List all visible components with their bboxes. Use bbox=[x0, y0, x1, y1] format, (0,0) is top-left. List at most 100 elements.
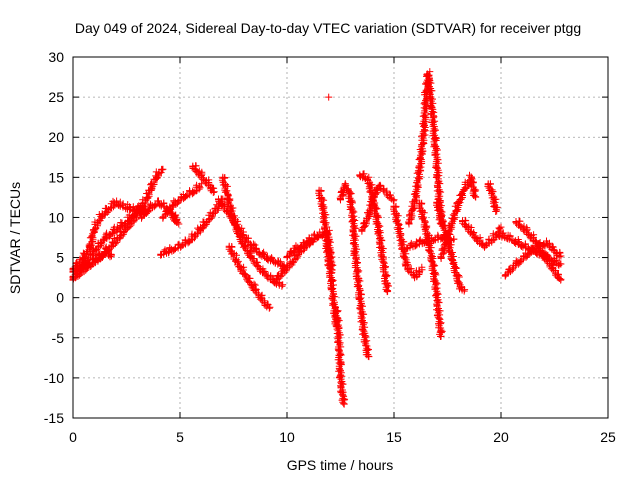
data-point bbox=[321, 224, 329, 232]
data-point bbox=[352, 232, 360, 240]
data-point bbox=[462, 217, 470, 225]
data-point bbox=[396, 232, 403, 240]
data-point bbox=[157, 251, 165, 259]
data-point bbox=[234, 259, 241, 267]
data-point bbox=[384, 287, 392, 295]
plot-frame bbox=[72, 56, 609, 419]
data-point bbox=[336, 372, 344, 380]
data-point bbox=[118, 232, 126, 240]
data-point bbox=[524, 251, 532, 259]
data-point bbox=[283, 265, 291, 273]
data-point bbox=[82, 265, 90, 273]
data-point bbox=[364, 175, 371, 183]
data-point bbox=[469, 230, 477, 238]
data-point bbox=[438, 213, 445, 220]
data-point bbox=[370, 200, 378, 208]
data-point bbox=[428, 119, 436, 126]
data-point bbox=[382, 273, 390, 281]
data-point bbox=[82, 253, 90, 261]
data-point bbox=[394, 212, 402, 220]
chart-title: Day 049 of 2024, Sidereal Day-to-day VTE… bbox=[75, 20, 581, 36]
data-point bbox=[260, 251, 268, 259]
data-point bbox=[241, 271, 249, 279]
series-arc-k bbox=[225, 242, 274, 312]
data-point bbox=[144, 206, 152, 214]
data-point bbox=[515, 239, 523, 247]
data-point bbox=[164, 249, 172, 257]
data-point bbox=[360, 310, 368, 318]
data-point bbox=[416, 267, 424, 275]
data-point bbox=[439, 222, 447, 230]
data-point bbox=[420, 213, 428, 221]
data-point bbox=[323, 247, 331, 255]
data-point bbox=[554, 270, 562, 278]
data-point bbox=[159, 213, 167, 221]
data-point bbox=[340, 400, 348, 408]
data-point bbox=[337, 350, 344, 358]
data-point bbox=[493, 207, 501, 215]
data-point bbox=[322, 219, 330, 227]
data-point bbox=[156, 201, 164, 209]
data-point bbox=[192, 231, 200, 239]
data-point bbox=[224, 198, 232, 206]
data-point bbox=[154, 197, 162, 205]
data-point bbox=[170, 246, 178, 254]
data-point bbox=[290, 248, 298, 256]
data-point bbox=[84, 264, 91, 272]
data-point bbox=[317, 187, 325, 195]
data-point bbox=[437, 188, 445, 196]
data-point bbox=[168, 203, 176, 211]
data-point bbox=[355, 296, 363, 303]
data-marks bbox=[69, 68, 565, 408]
data-point bbox=[555, 275, 563, 282]
grid bbox=[73, 57, 608, 418]
data-point bbox=[111, 240, 119, 248]
data-point bbox=[328, 277, 336, 285]
data-point bbox=[523, 227, 531, 235]
y-tick-label: 25 bbox=[48, 89, 64, 105]
data-point bbox=[296, 244, 304, 251]
data-point bbox=[437, 332, 445, 340]
data-point bbox=[488, 190, 496, 197]
data-point bbox=[315, 233, 323, 241]
data-point bbox=[336, 339, 344, 347]
data-point bbox=[432, 292, 440, 300]
axis-ticks: -15 -10 -5 0 5 10 15 20 25 30 0 5 10 15 20 25 bbox=[44, 49, 616, 445]
data-point bbox=[375, 228, 383, 236]
data-point bbox=[106, 253, 114, 261]
data-point bbox=[418, 263, 426, 271]
y-tick-label: 0 bbox=[56, 290, 64, 306]
data-point bbox=[368, 181, 376, 189]
data-point bbox=[360, 338, 368, 346]
data-point bbox=[432, 271, 440, 279]
data-point bbox=[265, 304, 273, 312]
y-tick-label: 30 bbox=[48, 49, 64, 65]
data-point bbox=[335, 374, 343, 382]
data-point bbox=[435, 298, 443, 306]
data-point bbox=[153, 174, 161, 182]
data-point bbox=[344, 185, 352, 193]
data-point bbox=[556, 249, 564, 257]
data-point bbox=[435, 180, 443, 187]
series-arc-j bbox=[218, 173, 287, 290]
data-point bbox=[119, 200, 127, 208]
data-point bbox=[433, 290, 440, 298]
data-point bbox=[555, 253, 563, 261]
series-arc-r bbox=[356, 170, 392, 296]
data-point bbox=[278, 282, 286, 290]
data-point bbox=[532, 238, 540, 246]
series-arc-ab bbox=[501, 237, 565, 280]
series-arc-z bbox=[484, 180, 501, 215]
x-axis-label: GPS time / hours bbox=[287, 457, 394, 473]
data-point bbox=[271, 277, 279, 285]
y-tick-label: 5 bbox=[56, 250, 64, 266]
data-point bbox=[338, 396, 346, 404]
data-point bbox=[358, 225, 366, 233]
data-point bbox=[327, 286, 335, 294]
data-point bbox=[549, 243, 557, 251]
data-point bbox=[435, 199, 443, 207]
data-point bbox=[182, 193, 189, 200]
data-point bbox=[369, 189, 377, 197]
data-point bbox=[420, 209, 428, 217]
data-point bbox=[198, 171, 205, 179]
